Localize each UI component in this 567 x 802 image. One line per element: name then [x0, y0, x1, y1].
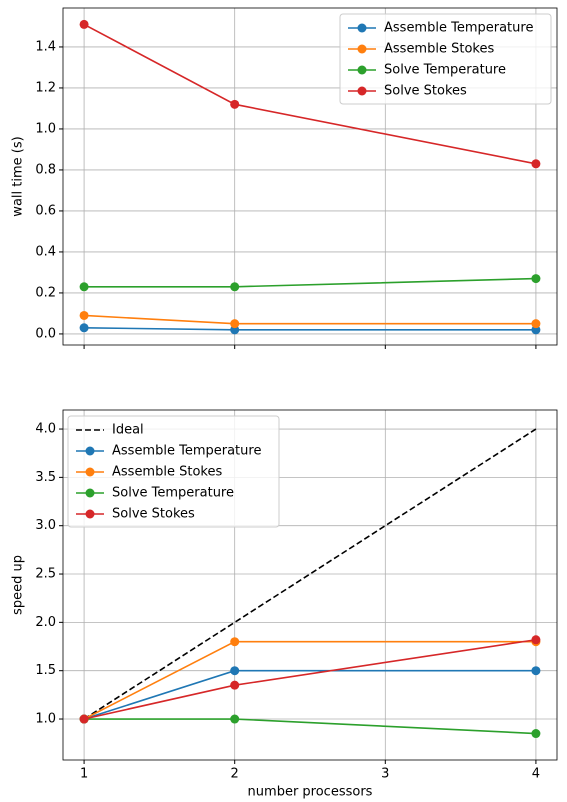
- legend-label: Assemble Stokes: [384, 42, 494, 57]
- legend-label: Assemble Stokes: [112, 465, 222, 480]
- y-tick-label: 1.0: [35, 712, 56, 727]
- data-point: [230, 637, 240, 647]
- y-tick-label: 1.4: [35, 39, 56, 54]
- y-tick-label: 0.2: [35, 285, 56, 300]
- data-point: [230, 282, 240, 292]
- legend-box: [67, 415, 280, 528]
- legend-marker: [357, 23, 367, 33]
- legend-marker: [85, 488, 95, 498]
- legend-label: Solve Temperature: [384, 63, 506, 78]
- series-line: [83, 428, 537, 720]
- x-tick-label: 4: [532, 767, 540, 782]
- data-point: [79, 714, 89, 724]
- data-point: [531, 729, 541, 739]
- x-tick-label: 3: [381, 767, 389, 782]
- plot-frame: [62, 409, 558, 761]
- data-point: [230, 666, 240, 676]
- y-axis-label: wall time (s): [11, 136, 26, 216]
- y-tick-label: 3.5: [35, 470, 56, 485]
- data-point: [531, 666, 541, 676]
- data-point: [531, 319, 541, 329]
- data-point: [230, 714, 240, 724]
- legend-marker: [85, 509, 95, 519]
- y-tick-label: 0.8: [35, 162, 56, 177]
- plot-frame: [62, 7, 558, 346]
- y-tick-label: 4.0: [35, 422, 56, 437]
- y-tick-label: 1.2: [35, 80, 56, 95]
- y-tick-label: 3.0: [35, 518, 56, 533]
- series-line: [84, 718, 536, 735]
- data-point: [79, 282, 89, 292]
- y-tick-label: 0.0: [35, 326, 56, 341]
- y-tick-label: 1.0: [35, 121, 56, 136]
- series-line: [84, 326, 536, 331]
- data-point: [531, 274, 541, 284]
- y-tick-label: 2.0: [35, 615, 56, 630]
- legend-label: Ideal: [112, 423, 144, 438]
- data-point: [230, 319, 240, 329]
- series-line: [83, 640, 536, 720]
- x-tick-label: 1: [80, 767, 88, 782]
- data-point: [79, 323, 89, 333]
- data-point: [230, 99, 240, 109]
- x-tick-label: 2: [231, 767, 239, 782]
- y-tick-label: 0.4: [35, 244, 56, 259]
- legend-label: Solve Temperature: [112, 486, 234, 501]
- data-point: [230, 325, 240, 335]
- legend-label: Solve Stokes: [384, 84, 467, 99]
- series-line: [83, 669, 536, 720]
- legend-marker: [357, 86, 367, 96]
- y-tick-label: 0.6: [35, 203, 56, 218]
- series-line: [83, 638, 537, 720]
- data-point: [531, 159, 541, 169]
- series-line: [84, 314, 536, 325]
- legend-label: Assemble Temperature: [384, 21, 533, 36]
- y-tick-label: 2.5: [35, 567, 56, 582]
- series-line: [84, 277, 536, 288]
- data-point: [531, 325, 541, 335]
- legend-box: [339, 13, 552, 105]
- legend-marker: [357, 44, 367, 54]
- data-point: [79, 310, 89, 320]
- legend-marker: [85, 467, 95, 477]
- x-axis-label: number processors: [248, 785, 373, 800]
- data-point: [79, 19, 89, 29]
- legend-marker: [85, 446, 95, 456]
- data-point: [230, 680, 240, 690]
- y-tick-label: 1.5: [35, 663, 56, 678]
- y-axis-label: speed up: [11, 555, 26, 615]
- legend-label: Assemble Temperature: [112, 444, 261, 459]
- data-point: [531, 635, 541, 645]
- legend-marker: [357, 65, 367, 75]
- legend-label: Solve Stokes: [112, 507, 195, 522]
